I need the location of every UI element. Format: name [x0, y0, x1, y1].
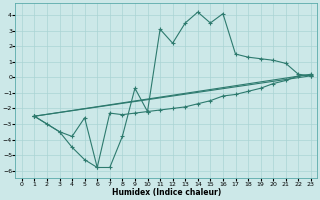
X-axis label: Humidex (Indice chaleur): Humidex (Indice chaleur) — [112, 188, 221, 197]
